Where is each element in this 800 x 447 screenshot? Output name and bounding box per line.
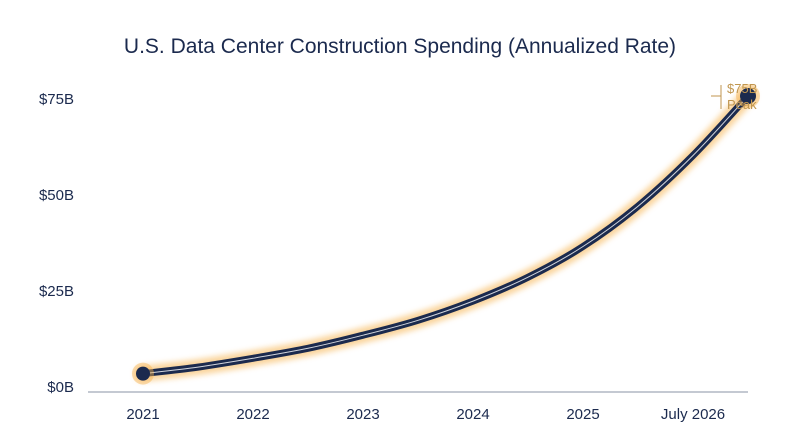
y-tick-label: $25B <box>39 283 74 300</box>
annotation-value: $75B <box>727 81 757 96</box>
end-point <box>740 88 756 104</box>
y-tick-label: $75B <box>39 91 74 108</box>
y-tick-label: $0B <box>47 379 74 396</box>
x-tick-label: July 2026 <box>661 406 725 423</box>
x-tick-label: 2024 <box>456 406 489 423</box>
x-axis: 2021 2022 2023 2024 2025 July 2026 <box>126 406 725 423</box>
series-endpoints <box>132 84 760 385</box>
series-line-glow <box>135 88 756 382</box>
start-point <box>136 366 150 381</box>
y-tick-label: $50B <box>39 187 74 204</box>
series-line-highlight <box>142 95 749 375</box>
series-line <box>139 92 752 378</box>
x-tick-label: 2021 <box>126 406 159 423</box>
x-tick-label: 2023 <box>346 406 379 423</box>
annotation-note: Peak <box>727 97 757 112</box>
x-tick-label: 2022 <box>236 406 269 423</box>
y-axis: $0B $25B $50B $75B <box>39 91 74 396</box>
x-tick-label: 2025 <box>566 406 599 423</box>
chart-title: U.S. Data Center Construction Spending (… <box>124 35 676 58</box>
peak-annotation: $75B Peak <box>711 81 757 112</box>
